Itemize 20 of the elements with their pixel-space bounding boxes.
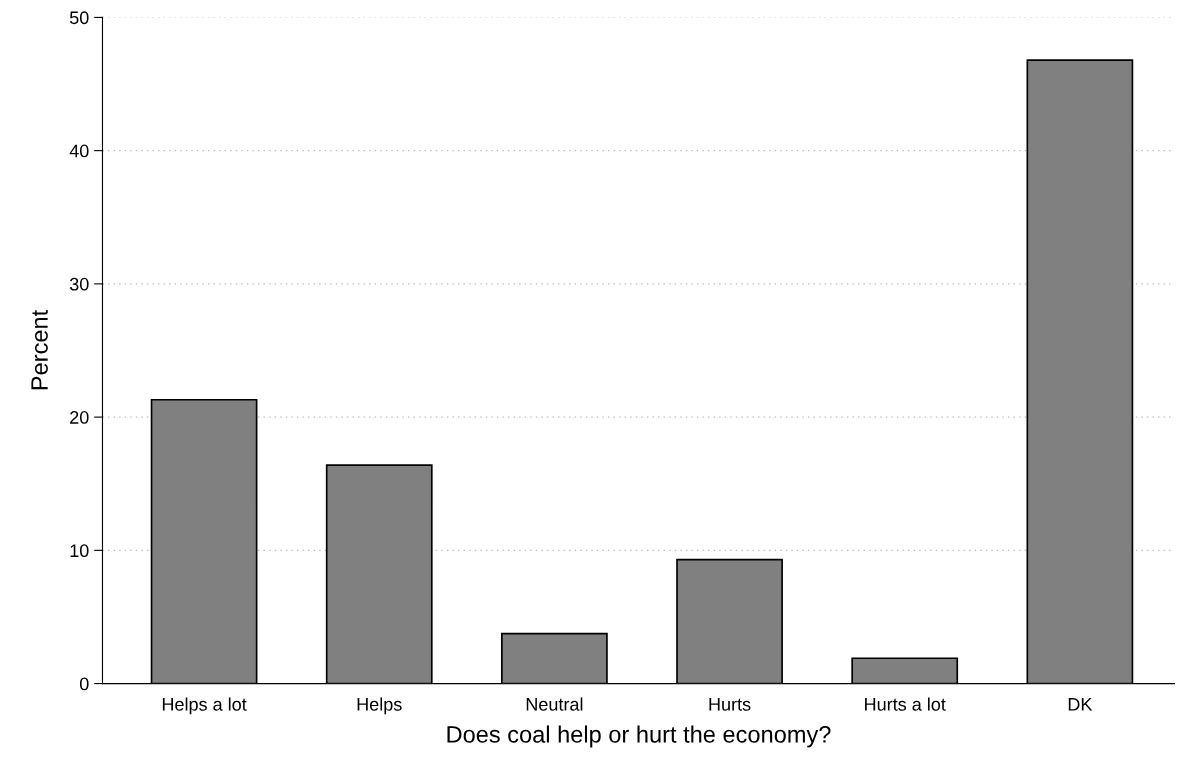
y-tick-label: 10 xyxy=(70,544,89,558)
y-tick-label: 50 xyxy=(69,11,89,25)
y-tick-label: 20 xyxy=(70,411,89,424)
x-tick-label: Helps xyxy=(357,697,402,715)
x-tick-label: Hurts a lot xyxy=(865,697,946,711)
bar xyxy=(676,558,783,684)
bar xyxy=(150,398,258,684)
x-tick-label: Helps a lot xyxy=(162,697,247,715)
y-tick-label: 0 xyxy=(79,677,89,691)
x-tick-label: Hurts xyxy=(709,698,751,711)
bar xyxy=(501,632,608,684)
x-tick-label: Neutral xyxy=(526,697,583,711)
bar xyxy=(325,464,433,684)
y-tick-label: 40 xyxy=(69,144,89,158)
y-tick-label: 30 xyxy=(69,277,89,291)
x-axis-title: Does coal help or hurt the economy? xyxy=(447,725,831,748)
bar xyxy=(1026,59,1134,684)
x-tick-label: DK xyxy=(1068,698,1093,711)
y-axis-title: Percent xyxy=(31,309,48,390)
bar xyxy=(851,657,959,684)
